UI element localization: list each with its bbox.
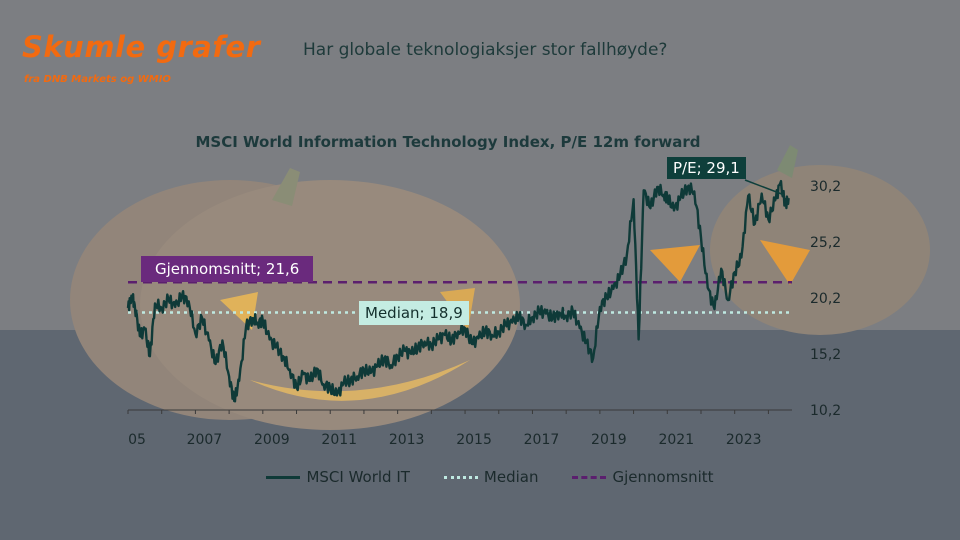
x-tick-label: 2021: [658, 432, 694, 448]
brand-subtitle: fra DNB Markets og WMIO: [24, 74, 171, 85]
y-tick-label: 10,2: [810, 403, 841, 419]
x-tick-label: 2019: [591, 432, 627, 448]
x-tick-label: 2015: [456, 432, 492, 448]
legend-label: MSCI World IT: [306, 468, 410, 486]
average-annotation: Gjennomsnitt; 21,6: [141, 256, 314, 282]
x-tick-label: 2013: [389, 432, 425, 448]
legend-swatch-dotted: [443, 475, 478, 479]
brand-title: Skumle grafer: [22, 30, 261, 64]
legend-item-median: Median: [443, 468, 539, 486]
y-tick-label: 20,2: [810, 291, 841, 307]
chart-legend: MSCI World IT Median Gjennomsnitt: [0, 468, 960, 486]
legend-swatch-dashed: [572, 475, 607, 479]
pe-callout-connector: [744, 179, 785, 196]
series-line-msci-world-it: [126, 179, 790, 403]
slide-headline: Har globale teknologiaksjer stor fallhøy…: [303, 40, 668, 60]
y-tick-label: 15,2: [810, 347, 841, 363]
x-tick-label: 05: [128, 432, 146, 448]
legend-item-average: Gjennomsnitt: [572, 468, 714, 486]
legend-label: Gjennomsnitt: [612, 468, 714, 486]
x-tick-label: 2023: [726, 432, 762, 448]
chart-title: MSCI World Information Technology Index,…: [195, 133, 701, 151]
median-annotation: Median; 18,9: [359, 301, 469, 325]
current-pe-annotation: P/E; 29,1: [667, 157, 746, 179]
legend-label: Median: [483, 468, 539, 486]
x-tick-label: 2009: [254, 432, 290, 448]
x-tick-label: 2011: [321, 432, 357, 448]
legend-item-msci-world-it: MSCI World IT: [266, 468, 410, 486]
y-tick-label: 25,2: [810, 235, 841, 251]
y-tick-label: 30,2: [810, 179, 841, 195]
x-tick-label: 2007: [187, 432, 223, 448]
legend-swatch-solid: [266, 475, 301, 479]
x-tick-label: 2017: [524, 432, 560, 448]
